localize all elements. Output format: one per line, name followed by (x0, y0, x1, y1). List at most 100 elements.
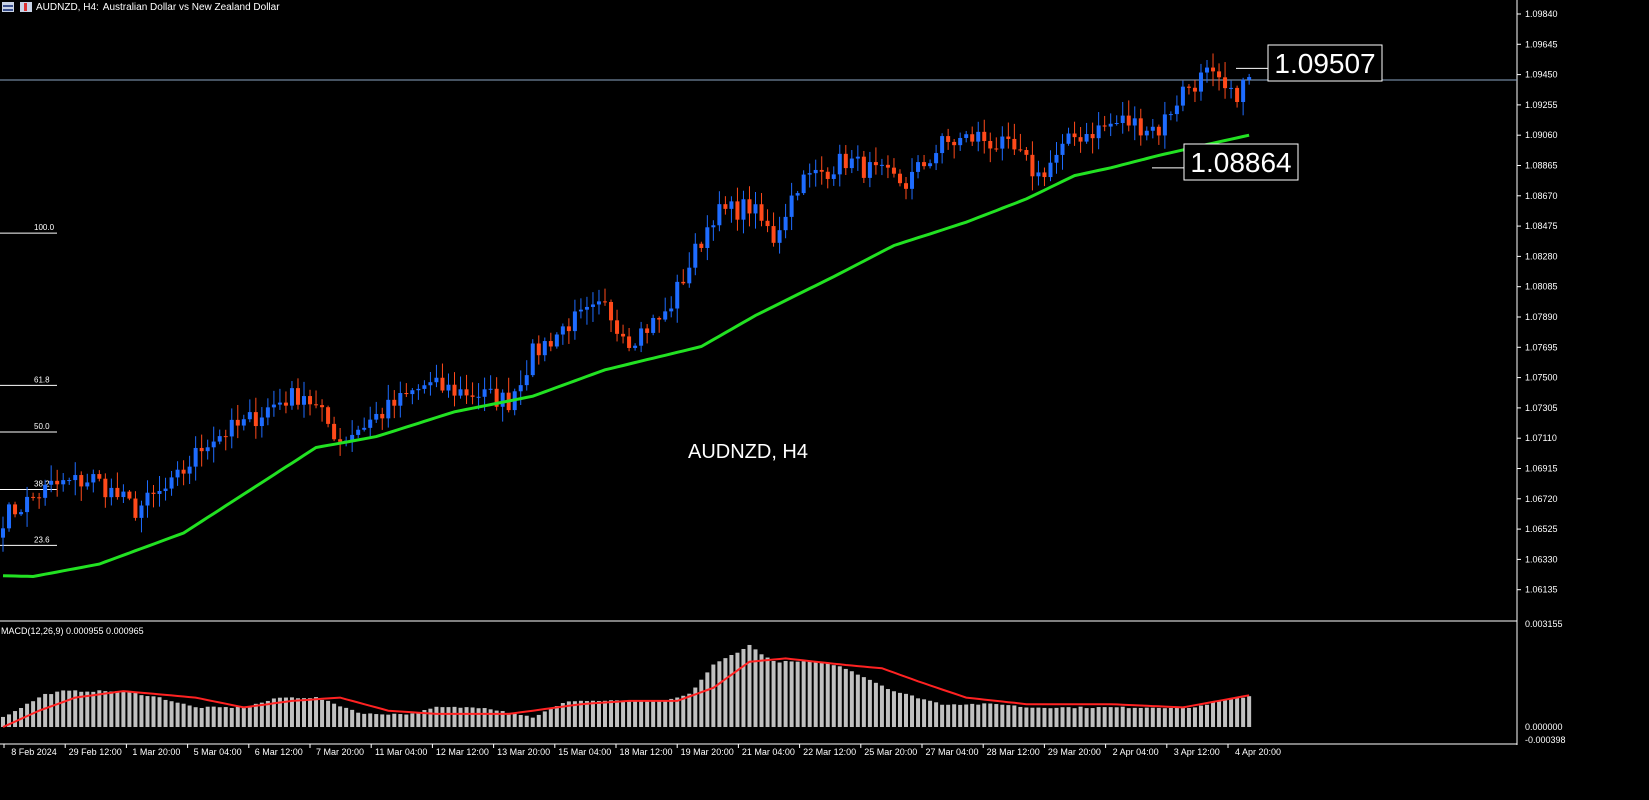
candle (49, 465, 54, 493)
macd-bar (813, 661, 818, 728)
candle-body (1144, 130, 1149, 136)
candle (693, 233, 698, 276)
macd-bar (440, 707, 445, 728)
candle-body (7, 504, 12, 529)
candle (831, 166, 836, 186)
candle (524, 360, 529, 391)
fib-level-label: 23.6 (34, 535, 50, 544)
candle-body (693, 243, 698, 268)
candle-body (621, 333, 626, 337)
candle-body (205, 447, 210, 452)
candle-body (283, 402, 288, 406)
candle (1241, 77, 1246, 116)
candle (1217, 63, 1222, 91)
candle-body (819, 169, 824, 172)
candle (314, 390, 319, 409)
candle-body (1217, 71, 1222, 78)
candle (753, 192, 758, 229)
macd-bar (958, 704, 963, 728)
candle-body (729, 201, 734, 209)
candle (1096, 112, 1101, 150)
macd-bar (982, 703, 987, 728)
candle (928, 159, 933, 169)
candle (645, 324, 650, 344)
candle-body (1120, 115, 1125, 123)
candle (488, 375, 493, 394)
candle (590, 292, 595, 322)
candle (584, 296, 589, 325)
candle (181, 460, 186, 486)
candle (615, 309, 620, 342)
candle-body (1205, 67, 1209, 73)
candle-body (904, 183, 908, 189)
candle (235, 404, 240, 439)
time-tick-label: 2 Apr 04:00 (1113, 747, 1159, 757)
candle (175, 461, 180, 486)
macd-bar (1229, 698, 1234, 728)
macd-bar (819, 662, 824, 728)
macd-bar (446, 707, 451, 728)
moving-average-line (2, 133, 1250, 579)
macd-histogram (1, 644, 1252, 728)
candle (422, 380, 427, 394)
macd-bar (747, 644, 752, 728)
macd-bar (861, 677, 866, 728)
candle (1066, 127, 1071, 146)
candle-body (1247, 77, 1252, 80)
candle (723, 196, 728, 215)
candle-body (31, 496, 36, 498)
candle-body (332, 423, 337, 440)
candle (861, 150, 866, 184)
candle (1162, 101, 1167, 149)
candle (43, 479, 48, 506)
macd-bar (536, 714, 541, 728)
macd-bar (488, 709, 493, 728)
chart-window-icon[interactable] (2, 2, 14, 12)
candle (976, 121, 981, 152)
candle (946, 128, 951, 150)
candle-body (657, 317, 662, 320)
macd-bar (554, 706, 559, 728)
macd-bar (1138, 707, 1143, 728)
macd-bar (1102, 707, 1107, 728)
candle-body (127, 491, 132, 499)
candle-body (193, 447, 198, 467)
candle (464, 374, 469, 404)
price-tick-label: 1.07305 (1525, 403, 1558, 413)
macd-bar (675, 697, 680, 728)
candle (741, 190, 746, 234)
candle-body (897, 173, 902, 184)
candle (512, 388, 517, 416)
candle (1114, 115, 1119, 126)
macd-bar (922, 699, 927, 728)
candle (308, 389, 313, 416)
macd-title: MACD(12,26,9) 0.000955 0.000965 (1, 626, 144, 636)
candle-body (13, 504, 18, 515)
macd-bar (368, 713, 373, 728)
candle (657, 316, 662, 333)
macd-bar (344, 707, 349, 728)
current-price-box: 1.09507 (1236, 44, 1383, 82)
price-tick-label: 1.06330 (1525, 554, 1558, 564)
candle (1229, 80, 1234, 99)
price-tick-label: 1.07110 (1525, 433, 1557, 443)
macd-bar (837, 666, 842, 728)
candle (25, 486, 30, 527)
price-tick-label: 1.09450 (1525, 70, 1558, 80)
candle-body (25, 496, 30, 513)
candle (1036, 160, 1041, 186)
candle (783, 203, 788, 239)
macd-bar (1054, 707, 1059, 728)
macd-bar (584, 701, 589, 728)
candle (356, 425, 361, 439)
candle (61, 473, 66, 492)
candle-body (560, 326, 565, 335)
candle-body (988, 141, 993, 149)
macd-bar (687, 693, 692, 728)
macd-bar (169, 701, 174, 728)
time-tick-label: 3 Apr 12:00 (1174, 747, 1220, 757)
candle-body (885, 164, 890, 168)
candle (759, 193, 764, 227)
candle-body (615, 320, 620, 334)
macd-bar (1150, 707, 1155, 728)
